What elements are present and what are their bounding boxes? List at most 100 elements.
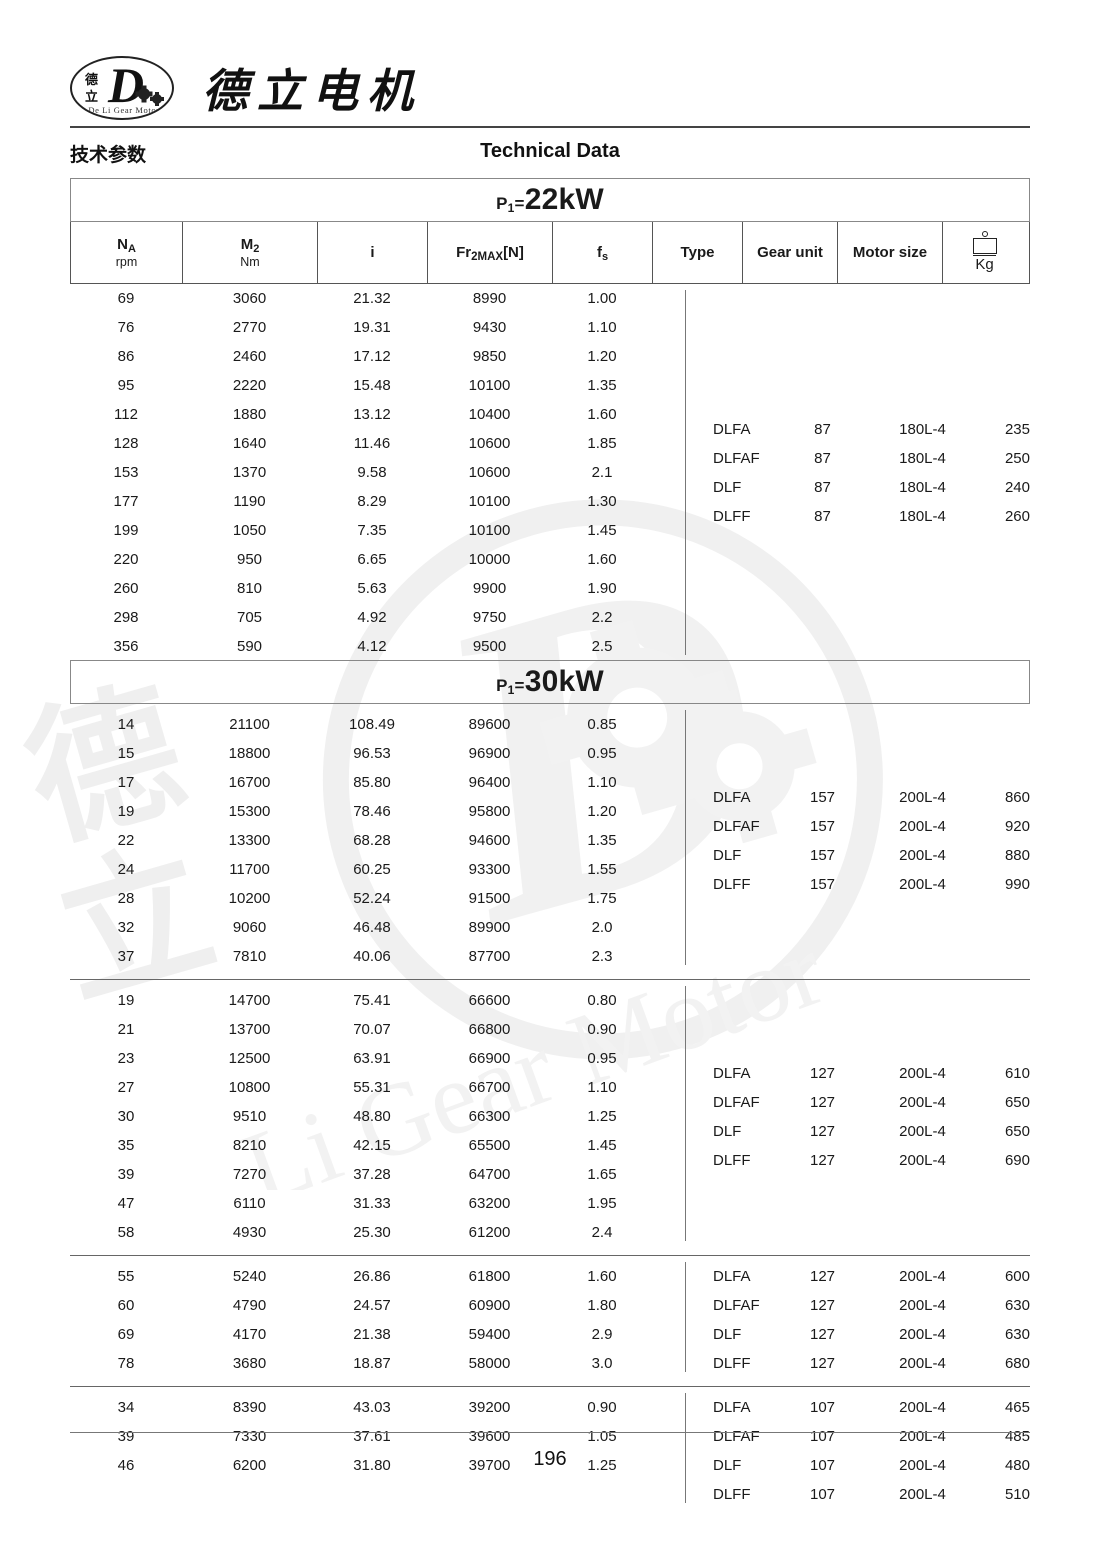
power-equals: = <box>514 194 525 213</box>
column-header-na: NA rpm <box>71 222 183 283</box>
table-cell: 39 <box>117 1166 135 1183</box>
table-cell: 10600 <box>468 464 511 481</box>
table-row: 69 4170 21.38 59400 2.9 <box>70 1320 685 1349</box>
table-row: 112 1880 13.12 10400 1.60 <box>70 400 685 429</box>
data-block: 69 3060 21.32 8990 1.00 76 2770 19.31 9430 1.10 86… <box>70 284 1030 661</box>
table-cell: DLF <box>713 1326 742 1343</box>
table-cell: 200L-4 <box>899 1457 946 1474</box>
table-row: DLF 157 200L-4 880 <box>685 841 1030 870</box>
table-cell: 600 <box>1004 1268 1030 1285</box>
table-cell: 107 <box>809 1486 836 1503</box>
table-cell: 240 <box>1004 478 1030 496</box>
table-row: DLFA 127 200L-4 600 <box>685 1262 1030 1291</box>
table-cell: 60.25 <box>353 861 391 878</box>
table-cell: 0.80 <box>587 992 617 1009</box>
table-cell: 200L-4 <box>899 875 946 893</box>
table-row: 17 16700 85.80 96400 1.10 <box>70 768 685 797</box>
table-cell: 15300 <box>228 803 271 820</box>
power-band-22kw: P1=22kW <box>70 178 1030 222</box>
table-cell: 200L-4 <box>899 1297 946 1314</box>
table-cell: 10200 <box>228 890 271 907</box>
table-cell: 690 <box>1004 1151 1030 1169</box>
block-left-columns: 34 8390 43.03 39200 0.90 39 7330 37.61 39600 1.05… <box>70 1393 685 1509</box>
table-row: 28 10200 52.24 91500 1.75 <box>70 884 685 913</box>
table-cell: 93300 <box>468 861 511 878</box>
table-cell: 1.60 <box>587 1268 617 1285</box>
column-header-m2: M2 Nm <box>183 222 318 283</box>
table-cell: 7.35 <box>357 522 387 539</box>
section-header: 技术参数 Technical Data <box>70 140 1030 170</box>
column-header-i: i <box>318 222 428 283</box>
table-cell: 75.41 <box>353 992 391 1009</box>
table-cell: DLFAF <box>713 449 760 467</box>
table-cell: 200L-4 <box>899 1428 946 1445</box>
table-cell: 18.87 <box>353 1355 391 1372</box>
table-cell: 46.48 <box>353 919 391 936</box>
table-row: 32 9060 46.48 89900 2.0 <box>70 913 685 942</box>
column-header-type: Type <box>653 222 743 283</box>
table-row: DLFA 87 180L-4 235 <box>685 415 1030 444</box>
table-cell: 86 <box>117 348 135 365</box>
table-row: DLFA 157 200L-4 860 <box>685 783 1030 812</box>
table-cell: 810 <box>236 580 263 597</box>
table-cell: 7810 <box>232 948 267 965</box>
table-row: 298 705 4.92 9750 2.2 <box>70 603 685 632</box>
table-cell: DLFF <box>713 1151 751 1169</box>
table-cell: DLFF <box>713 507 751 525</box>
table-cell: 1190 <box>233 493 266 510</box>
table-cell: 157 <box>809 788 836 806</box>
table-cell: 465 <box>1004 1399 1030 1416</box>
table-cell: 1.85 <box>587 435 617 452</box>
table-cell: 8390 <box>232 1399 267 1416</box>
table-cell: 0.90 <box>587 1399 617 1416</box>
table-cell: 37.28 <box>353 1166 391 1183</box>
table-row: 128 1640 11.46 10600 1.85 <box>70 429 685 458</box>
table-cell: 1.25 <box>587 1457 617 1474</box>
column-header-na-unit: rpm <box>115 254 138 269</box>
table-row: 69 3060 21.32 8990 1.00 <box>70 284 685 313</box>
table-cell: 630 <box>1004 1297 1030 1314</box>
table-cell: 10000 <box>468 551 511 568</box>
table-cell: 55.31 <box>353 1079 391 1096</box>
table-cell: DLFAF <box>713 1093 760 1111</box>
table-row: 220 950 6.65 10000 1.60 <box>70 545 685 574</box>
table-row: 60 4790 24.57 60900 1.80 <box>70 1291 685 1320</box>
table-cell: 96.53 <box>353 745 391 762</box>
table-cell: 32 <box>117 919 135 936</box>
table-cell: 7270 <box>232 1166 267 1183</box>
footer-divider <box>70 1432 1030 1433</box>
table-cell: 260 <box>1004 507 1030 525</box>
table-cell: DLF <box>713 1457 742 1474</box>
table-cell: 1.35 <box>587 377 617 394</box>
table-cell: 127 <box>809 1297 836 1314</box>
table-cell: 24 <box>117 861 135 878</box>
company-logo: D 德 立 De Li Gear Motor <box>70 56 174 120</box>
table-cell: 63.91 <box>353 1050 391 1067</box>
table-cell: 1.75 <box>587 890 617 907</box>
table-cell: 177 <box>113 493 139 510</box>
table-cell: 4.12 <box>357 638 387 655</box>
table-row: DLFF 157 200L-4 990 <box>685 870 1030 899</box>
table-cell: 127 <box>809 1355 836 1372</box>
table-cell: 70.07 <box>353 1021 391 1038</box>
table-cell: 24.57 <box>353 1297 391 1314</box>
table-cell: 480 <box>1004 1457 1030 1474</box>
table-cell: 52.24 <box>353 890 391 907</box>
table-cell: 10800 <box>228 1079 271 1096</box>
table-cell: 590 <box>236 638 263 655</box>
table-cell: 2.3 <box>591 948 613 965</box>
table-cell: 200L-4 <box>899 1268 946 1285</box>
table-cell: 1.35 <box>587 832 617 849</box>
table-cell: 8990 <box>472 290 507 307</box>
table-row: 78 3680 18.87 58000 3.0 <box>70 1349 685 1378</box>
table-cell: 680 <box>1004 1355 1030 1372</box>
table-cell: 66900 <box>468 1050 511 1067</box>
table-cell: 1.10 <box>587 774 617 791</box>
table-cell: 199 <box>113 522 139 539</box>
table-row: DLFAF 127 200L-4 630 <box>685 1291 1030 1320</box>
table-cell: 180L-4 <box>899 449 946 467</box>
table-cell: 34 <box>117 1399 135 1416</box>
table-cell: 220 <box>113 551 139 568</box>
table-cell: 5240 <box>232 1268 267 1285</box>
table-cell: 200L-4 <box>899 846 946 864</box>
